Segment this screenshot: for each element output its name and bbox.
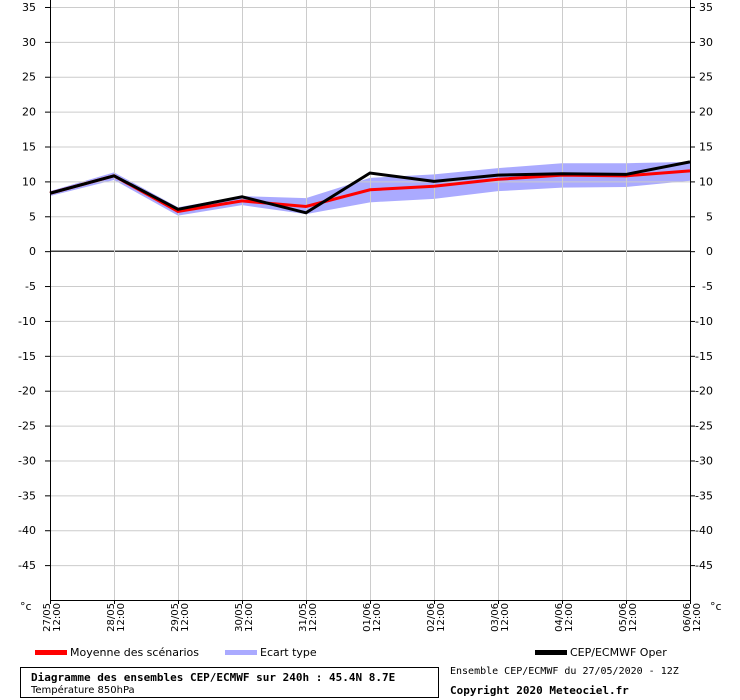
x-tick-date: 29/05 (170, 603, 181, 632)
x-tick-time: 12:00 (180, 603, 191, 632)
x-tick-labels: 27/05 12:00 28/05 12:00 29/05 12:00 30/05 12:00… (42, 603, 703, 632)
y-tick-label-left: 5 (29, 210, 36, 223)
x-tick-label: 04/06 12:00 (554, 603, 575, 632)
y-tick-label-right: 10 (699, 175, 713, 188)
x-tick-date: 06/06 (682, 603, 693, 632)
y-tick-label-left: 0 (29, 245, 36, 258)
y-tick-label-left: 10 (22, 175, 36, 188)
x-tick-time: 12:00 (244, 603, 255, 632)
y-tick-label-left: 20 (22, 106, 36, 119)
x-tick-label: 01/06 12:00 (362, 603, 383, 632)
series-line-oper (49, 160, 691, 215)
x-tick-date: 30/05 (234, 603, 245, 632)
y-tick-label-left: -40 (18, 524, 36, 537)
x-tick-date: 28/05 (106, 603, 117, 632)
y-tick-label-left: -10 (18, 315, 36, 328)
x-tick-time: 12:00 (692, 603, 703, 632)
x-tick-label: 31/05 12:00 (298, 603, 319, 632)
y-tick-label-right: -20 (695, 385, 713, 398)
x-tick-label: 06/06 12:00 (682, 603, 703, 632)
x-tick-time: 12:00 (628, 603, 639, 632)
x-tick-label: 29/05 12:00 (170, 603, 191, 632)
copyright: Copyright 2020 Meteociel.fr (450, 684, 629, 697)
x-tick-time: 12:00 (116, 603, 127, 632)
legend-swatch-oper (535, 650, 567, 655)
y-tick-label-left: -45 (18, 559, 36, 572)
y-tick-label-right: -25 (695, 420, 713, 433)
x-tick-date: 01/06 (362, 603, 373, 632)
y-tick-label-left: 35 (22, 1, 36, 14)
x-tick-date: 27/05 (42, 603, 53, 632)
x-tick-label: 27/05 12:00 (42, 603, 63, 632)
y-tick-label-left: -30 (18, 454, 36, 467)
x-tick-time: 12:00 (372, 603, 383, 632)
y-tick-label-left: 25 (22, 71, 36, 84)
y-tick-label-right: -40 (695, 524, 713, 537)
x-tick-label: 28/05 12:00 (106, 603, 127, 632)
y-tick-labels: 35 35 30 30 25 25 20 20 15 15 10 10 5 5 0 0 -5 -5 -10 -10 -1… (18, 1, 713, 572)
series-layer (49, 160, 691, 215)
y-tick-label-right: -15 (695, 350, 713, 363)
y-tick-label-left: -35 (18, 489, 36, 502)
y-tick-label-left: -5 (25, 280, 36, 293)
y-tick-label-right: 5 (706, 210, 713, 223)
y-tick-label-right: 35 (699, 1, 713, 14)
legend-swatch-spread (225, 650, 257, 655)
run-info: Ensemble CEP/ECMWF du 27/05/2020 - 12Z (450, 666, 679, 677)
y-tick-label-left: -20 (18, 385, 36, 398)
x-tick-time: 12:00 (436, 603, 447, 632)
y-tick-label-right: 25 (699, 71, 713, 84)
chart-subtitle: Température 850hPa (31, 685, 135, 696)
x-tick-date: 05/06 (618, 603, 629, 632)
x-tick-time: 12:00 (308, 603, 319, 632)
unit-right-label: °c (710, 600, 722, 613)
x-tick-date: 02/06 (426, 603, 437, 632)
x-tick-label: 05/06 12:00 (618, 603, 639, 632)
y-tick-label-right: -30 (695, 454, 713, 467)
y-tick-label-right: -10 (695, 315, 713, 328)
x-tick-label: 02/06 12:00 (426, 603, 447, 632)
info-box: Diagramme des ensembles CEP/ECMWF sur 24… (20, 667, 439, 698)
y-tick-label-right: -35 (695, 489, 713, 502)
legend-label-oper: CEP/ECMWF Oper (570, 646, 667, 659)
y-tick-label-left: -25 (18, 420, 36, 433)
unit-left-label: °c (20, 600, 32, 613)
grid-layer (50, 0, 690, 600)
y-tick-label-left: -15 (18, 350, 36, 363)
legend: Moyenne des scénarios Ecart type CEP/ECM… (35, 646, 667, 659)
ensemble-chart: 35 35 30 30 25 25 20 20 15 15 10 10 5 5 0 0 -5 -5 -10 -10 -1… (18, 0, 722, 659)
axes-layer (45, 0, 695, 604)
y-tick-label-right: -5 (702, 280, 713, 293)
legend-label-spread: Ecart type (260, 646, 317, 659)
legend-swatch-mean (35, 650, 67, 655)
x-tick-time: 12:00 (500, 603, 511, 632)
y-tick-label-right: 15 (699, 141, 713, 154)
chart-title: Diagramme des ensembles CEP/ECMWF sur 24… (31, 671, 396, 684)
x-tick-label: 03/06 12:00 (490, 603, 511, 632)
x-tick-date: 31/05 (298, 603, 309, 632)
y-tick-label-right: 20 (699, 106, 713, 119)
y-tick-label-left: 15 (22, 141, 36, 154)
x-tick-label: 30/05 12:00 (234, 603, 255, 632)
x-tick-time: 12:00 (564, 603, 575, 632)
y-tick-label-right: 0 (706, 245, 713, 258)
y-tick-label-right: 30 (699, 36, 713, 49)
x-tick-date: 04/06 (554, 603, 565, 632)
x-tick-time: 12:00 (52, 603, 63, 632)
y-tick-label-left: 30 (22, 36, 36, 49)
y-tick-label-right: -45 (695, 559, 713, 572)
x-tick-date: 03/06 (490, 603, 501, 632)
legend-label-mean: Moyenne des scénarios (70, 646, 199, 659)
